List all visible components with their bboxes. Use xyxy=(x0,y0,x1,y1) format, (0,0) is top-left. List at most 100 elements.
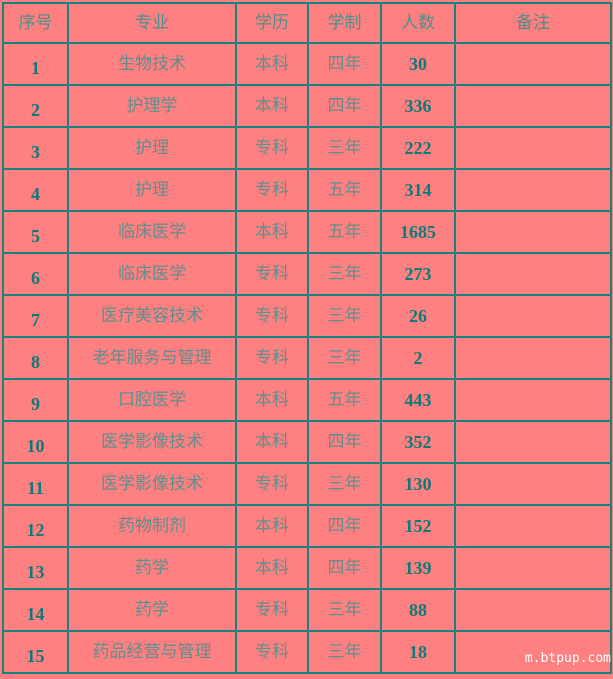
cell-col-index: 14 xyxy=(4,590,69,632)
cell-col-remarks xyxy=(456,548,612,590)
cell-col-duration: 四年 xyxy=(309,422,382,464)
cell-col-remarks xyxy=(456,338,612,380)
cell-col-duration: 五年 xyxy=(309,212,382,254)
cell-col-major: 药物制剂 xyxy=(69,506,237,548)
cell-col-index: 6 xyxy=(4,254,69,296)
cell-col-major: 临床医学 xyxy=(69,254,237,296)
table-row: 8 老年服务与管理 专科 三年 2 xyxy=(4,338,612,380)
cell-col-degree: 专科 xyxy=(237,128,309,170)
cell-col-remarks xyxy=(456,212,612,254)
cell-col-duration: 四年 xyxy=(309,44,382,86)
cell-col-index: 3 xyxy=(4,128,69,170)
cell-col-major: 生物技术 xyxy=(69,44,237,86)
cell-col-remarks xyxy=(456,464,612,506)
cell-col-duration: 三年 xyxy=(309,254,382,296)
table-row: 6 临床医学 专科 三年 273 xyxy=(4,254,612,296)
table-row: 15 药品经营与管理 专科 三年 18 xyxy=(4,632,612,674)
cell-col-index: 11 xyxy=(4,464,69,506)
cell-col-remarks xyxy=(456,170,612,212)
table-row: 3 护理 专科 三年 222 xyxy=(4,128,612,170)
cell-col-degree: 本科 xyxy=(237,212,309,254)
cell-col-count: 26 xyxy=(382,296,456,338)
table-row: 5 临床医学 本科 五年 1685 xyxy=(4,212,612,254)
cell-col-count: 139 xyxy=(382,548,456,590)
header-row: 序号 专业 学历 学制 人数 备注 xyxy=(4,4,612,44)
cell-col-index: 5 xyxy=(4,212,69,254)
table-row: 7 医疗美容技术 专科 三年 26 xyxy=(4,296,612,338)
cell-col-index: 1 xyxy=(4,44,69,86)
cell-col-count: 130 xyxy=(382,464,456,506)
cell-col-remarks xyxy=(456,422,612,464)
cell-col-degree: 本科 xyxy=(237,380,309,422)
cell-col-count: 88 xyxy=(382,590,456,632)
cell-col-degree: 本科 xyxy=(237,506,309,548)
cell-col-index: 7 xyxy=(4,296,69,338)
table-row: 14 药学 专科 三年 88 xyxy=(4,590,612,632)
cell-col-count: 352 xyxy=(382,422,456,464)
table-row: 9 口腔医学 本科 五年 443 xyxy=(4,380,612,422)
cell-col-duration: 五年 xyxy=(309,170,382,212)
header-col-index: 序号 xyxy=(4,4,69,44)
header-col-count: 人数 xyxy=(382,4,456,44)
cell-col-major: 护理 xyxy=(69,170,237,212)
cell-col-degree: 专科 xyxy=(237,632,309,674)
cell-col-major: 临床医学 xyxy=(69,212,237,254)
cell-col-duration: 四年 xyxy=(309,506,382,548)
watermark: m.btpup.com xyxy=(524,651,611,666)
cell-col-major: 护理学 xyxy=(69,86,237,128)
cell-col-degree: 专科 xyxy=(237,464,309,506)
cell-col-remarks xyxy=(456,128,612,170)
cell-col-duration: 五年 xyxy=(309,380,382,422)
cell-col-duration: 三年 xyxy=(309,590,382,632)
cell-col-count: 336 xyxy=(382,86,456,128)
table-row: 13 药学 本科 四年 139 xyxy=(4,548,612,590)
cell-col-remarks xyxy=(456,86,612,128)
cell-col-count: 443 xyxy=(382,380,456,422)
cell-col-degree: 本科 xyxy=(237,86,309,128)
cell-col-duration: 三年 xyxy=(309,632,382,674)
cell-col-remarks xyxy=(456,44,612,86)
cell-col-major: 老年服务与管理 xyxy=(69,338,237,380)
cell-col-duration: 四年 xyxy=(309,548,382,590)
cell-col-major: 药学 xyxy=(69,548,237,590)
cell-col-count: 222 xyxy=(382,128,456,170)
table-row: 12 药物制剂 本科 四年 152 xyxy=(4,506,612,548)
cell-col-remarks xyxy=(456,254,612,296)
cell-col-index: 2 xyxy=(4,86,69,128)
cell-col-count: 2 xyxy=(382,338,456,380)
cell-col-index: 10 xyxy=(4,422,69,464)
table-row: 4 护理 专科 五年 314 xyxy=(4,170,612,212)
cell-col-remarks xyxy=(456,590,612,632)
cell-col-major: 药品经营与管理 xyxy=(69,632,237,674)
cell-col-degree: 专科 xyxy=(237,254,309,296)
cell-col-index: 12 xyxy=(4,506,69,548)
table-row: 1 生物技术 本科 四年 30 xyxy=(4,44,612,86)
cell-col-remarks xyxy=(456,632,612,674)
cell-col-major: 医学影像技术 xyxy=(69,422,237,464)
cell-col-degree: 专科 xyxy=(237,296,309,338)
cell-col-count: 18 xyxy=(382,632,456,674)
cell-col-major: 护理 xyxy=(69,128,237,170)
cell-col-remarks xyxy=(456,380,612,422)
cell-col-degree: 本科 xyxy=(237,548,309,590)
table-row: 11 医学影像技术 专科 三年 130 xyxy=(4,464,612,506)
cell-col-degree: 本科 xyxy=(237,422,309,464)
table-row: 10 医学影像技术 本科 四年 352 xyxy=(4,422,612,464)
header-col-duration: 学制 xyxy=(309,4,382,44)
cell-col-index: 9 xyxy=(4,380,69,422)
cell-col-major: 医疗美容技术 xyxy=(69,296,237,338)
cell-col-count: 314 xyxy=(382,170,456,212)
cell-col-major: 药学 xyxy=(69,590,237,632)
cell-col-index: 4 xyxy=(4,170,69,212)
cell-col-degree: 本科 xyxy=(237,44,309,86)
cell-col-count: 30 xyxy=(382,44,456,86)
cell-col-duration: 三年 xyxy=(309,464,382,506)
cell-col-degree: 专科 xyxy=(237,590,309,632)
cell-col-index: 13 xyxy=(4,548,69,590)
cell-col-major: 医学影像技术 xyxy=(69,464,237,506)
cell-col-count: 1685 xyxy=(382,212,456,254)
cell-col-duration: 三年 xyxy=(309,296,382,338)
cell-col-count: 273 xyxy=(382,254,456,296)
header-col-degree: 学历 xyxy=(237,4,309,44)
